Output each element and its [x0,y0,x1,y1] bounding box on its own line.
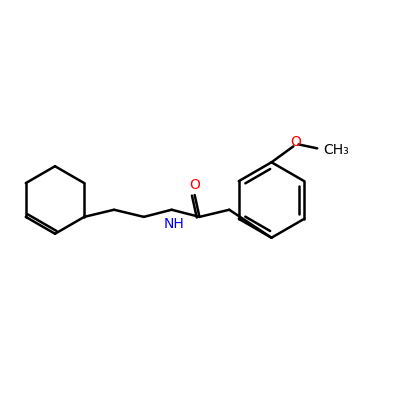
Text: NH: NH [163,217,184,231]
Text: O: O [189,178,200,192]
Text: O: O [290,136,301,150]
Text: CH₃: CH₃ [323,142,349,156]
